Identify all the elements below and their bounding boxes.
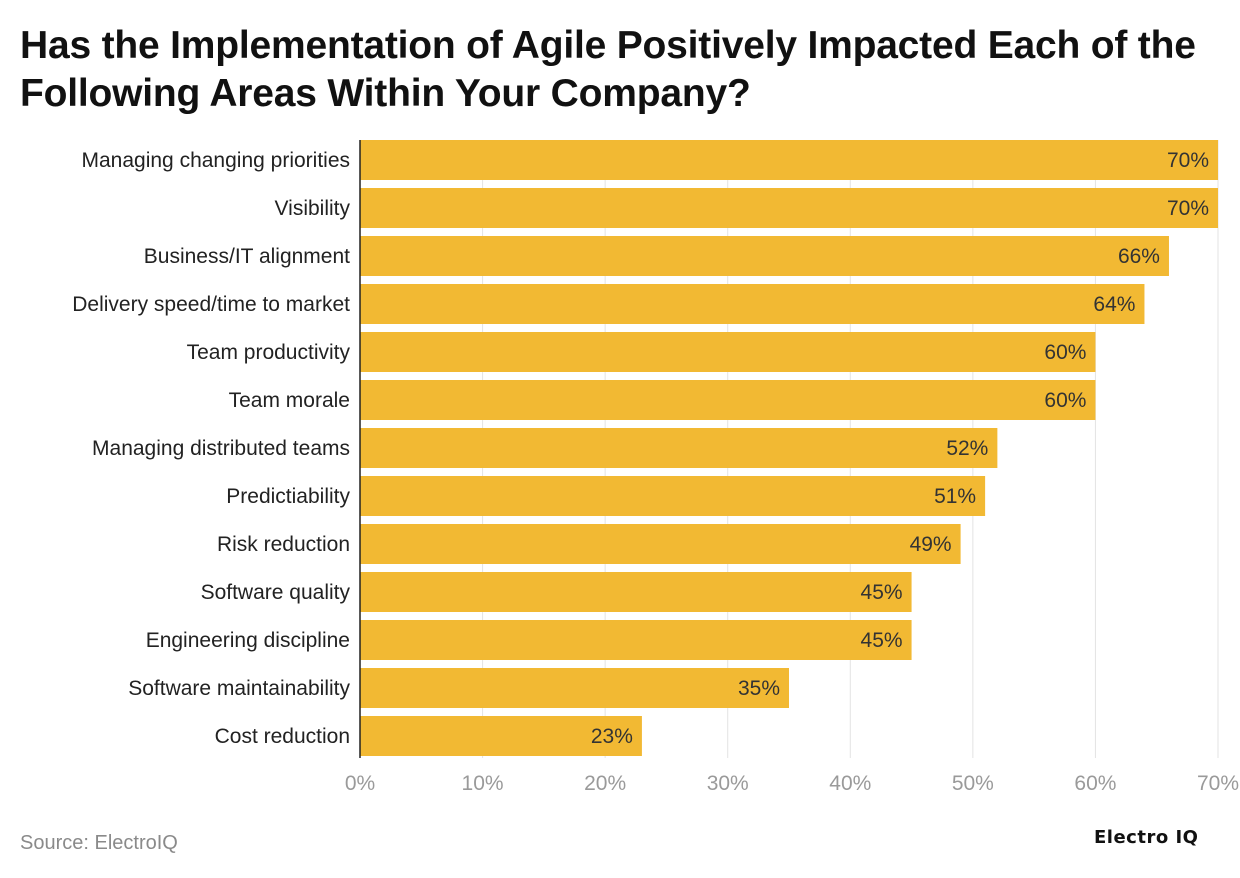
bar xyxy=(360,380,1096,420)
category-label: Team morale xyxy=(229,389,350,412)
data-label: 66% xyxy=(1118,245,1160,268)
category-label: Risk reduction xyxy=(217,533,350,556)
x-tick-label: 60% xyxy=(1074,772,1116,795)
category-label: Predictiability xyxy=(226,485,350,508)
x-axis-ticks: 0% 10% 20% 30% 40% 50% 60% 70% xyxy=(345,772,1239,795)
data-label: 45% xyxy=(861,629,903,652)
bar xyxy=(360,476,986,516)
source-note: Source: ElectroIQ xyxy=(20,832,178,854)
category-label: Delivery speed/time to market xyxy=(72,293,350,316)
data-label: 51% xyxy=(934,485,976,508)
chart-title: Has the Implementation of Agile Positive… xyxy=(20,24,1196,115)
x-tick-label: 10% xyxy=(462,772,504,795)
bar xyxy=(360,716,642,756)
data-label: 64% xyxy=(1093,293,1135,316)
data-label: 52% xyxy=(946,437,988,460)
bar xyxy=(360,572,912,612)
category-label: Team productivity xyxy=(187,341,351,364)
category-label: Software quality xyxy=(201,581,351,604)
category-label: Software maintainability xyxy=(128,677,350,700)
category-label: Managing distributed teams xyxy=(92,437,350,460)
bar xyxy=(360,332,1096,372)
bar xyxy=(360,668,789,708)
x-tick-label: 70% xyxy=(1197,772,1239,795)
bar xyxy=(360,284,1145,324)
category-labels: Managing changing priorities Visibility Bu… xyxy=(72,149,350,748)
x-tick-label: 0% xyxy=(345,772,375,795)
x-tick-label: 40% xyxy=(829,772,871,795)
category-label: Engineering discipline xyxy=(146,629,350,652)
brand-logo: Electro IQ xyxy=(1094,827,1199,848)
data-label: 70% xyxy=(1167,149,1209,172)
bar xyxy=(360,524,961,564)
bar xyxy=(360,140,1218,180)
data-label: 49% xyxy=(910,533,952,556)
bars xyxy=(360,140,1218,756)
category-label: Managing changing priorities xyxy=(82,149,351,172)
bar xyxy=(360,188,1218,228)
bar xyxy=(360,236,1169,276)
data-label: 70% xyxy=(1167,197,1209,220)
data-label: 23% xyxy=(591,725,633,748)
data-label: 60% xyxy=(1044,341,1086,364)
category-label: Visibility xyxy=(275,197,351,220)
x-tick-label: 50% xyxy=(952,772,994,795)
data-label: 45% xyxy=(861,581,903,604)
data-labels: 70% 70% 66% 64% 60% 60% 52% 51% 49% 45% 45% 35% 23% xyxy=(591,149,1209,748)
x-tick-label: 30% xyxy=(707,772,749,795)
data-label: 35% xyxy=(738,677,780,700)
bar xyxy=(360,620,912,660)
bar xyxy=(360,428,998,468)
data-label: 60% xyxy=(1044,389,1086,412)
x-tick-label: 20% xyxy=(584,772,626,795)
category-label: Business/IT alignment xyxy=(144,245,350,268)
category-label: Cost reduction xyxy=(215,725,350,748)
